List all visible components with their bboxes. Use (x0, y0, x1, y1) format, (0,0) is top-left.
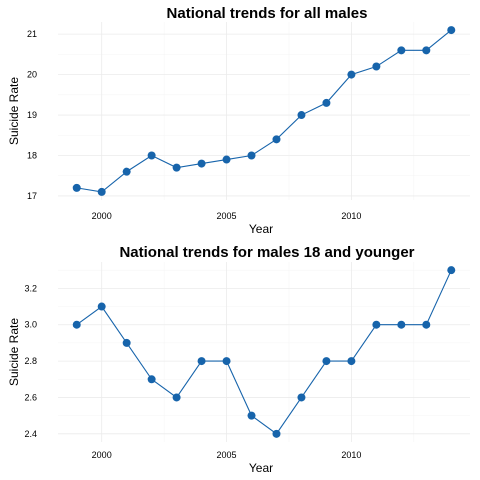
x-tick-label: 2010 (341, 211, 361, 221)
data-point (447, 266, 456, 275)
data-point (147, 375, 156, 384)
y-tick-label: 2.6 (24, 392, 37, 402)
data-point (272, 429, 281, 438)
data-point (422, 46, 431, 55)
data-point (422, 320, 431, 329)
y-tick-label: 19 (27, 110, 37, 120)
data-point (397, 46, 406, 55)
x-tick-label: 2005 (217, 450, 237, 460)
data-point (397, 320, 406, 329)
data-point (372, 320, 381, 329)
data-point (197, 159, 206, 168)
x-axis-label: Year (249, 461, 273, 475)
data-point (122, 338, 131, 347)
y-tick-label: 17 (27, 191, 37, 201)
data-point (322, 357, 331, 366)
data-point (147, 151, 156, 160)
chart-title: National trends for males 18 and younger (119, 244, 414, 261)
x-tick-label: 2000 (92, 211, 112, 221)
data-point (247, 151, 256, 160)
data-point (222, 155, 231, 164)
y-tick-label: 2.4 (24, 429, 37, 439)
x-axis-label: Year (249, 222, 273, 236)
data-point (347, 357, 356, 366)
data-point (172, 163, 181, 172)
data-point (247, 411, 256, 420)
y-tick-label: 2.8 (24, 356, 37, 366)
x-tick-label: 2010 (341, 450, 361, 460)
data-point (322, 98, 331, 107)
data-point (447, 26, 456, 35)
data-point (297, 393, 306, 402)
y-tick-label: 18 (27, 151, 37, 161)
data-point (72, 320, 81, 329)
data-point (272, 135, 281, 144)
x-tick-label: 2005 (217, 211, 237, 221)
data-point (372, 62, 381, 71)
y-tick-label: 20 (27, 70, 37, 80)
series-line (76, 29, 452, 193)
chart-title: National trends for all males (167, 5, 368, 22)
data-point (97, 187, 106, 196)
data-point (97, 302, 106, 311)
data-point (222, 357, 231, 366)
data-point (122, 167, 131, 176)
y-tick-label: 3.0 (24, 320, 37, 330)
data-point (297, 111, 306, 120)
y-axis-label: Suicide Rate (7, 318, 21, 386)
y-axis-label: Suicide Rate (7, 77, 21, 145)
data-point (197, 357, 206, 366)
data-point (347, 70, 356, 79)
y-tick-label: 3.2 (24, 283, 37, 293)
data-point (72, 183, 81, 192)
y-tick-label: 21 (27, 29, 37, 39)
data-point (172, 393, 181, 402)
x-tick-label: 2000 (92, 450, 112, 460)
series-line (76, 269, 452, 435)
